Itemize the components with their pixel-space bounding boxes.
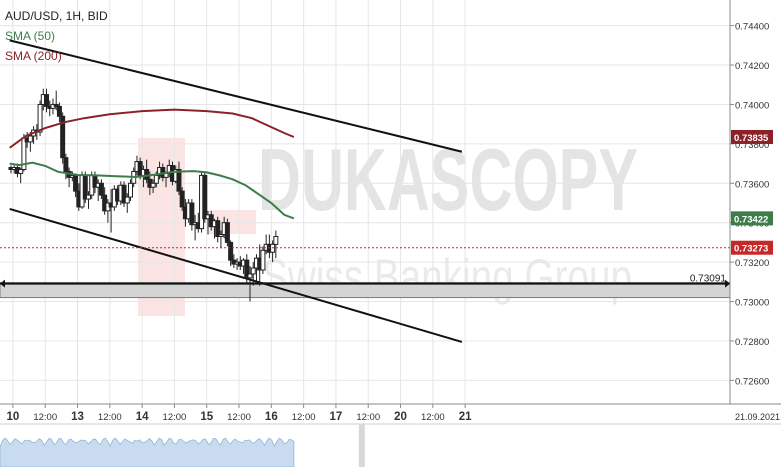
candle-bear <box>224 222 230 243</box>
candle-bear <box>73 174 79 192</box>
candle-bull <box>270 243 276 253</box>
support-band <box>0 282 731 299</box>
watermark-text: DUKASCOPY <box>258 130 638 229</box>
candle-bear <box>53 103 59 107</box>
chart-legend: AUD/USD, 1H, BID SMA (50) SMA (200) <box>5 6 108 66</box>
chart-title: AUD/USD, 1H, BID <box>5 9 108 23</box>
candle-bear <box>144 168 150 180</box>
candle-bull <box>260 249 266 271</box>
legend-sma50[interactable]: SMA (50) <box>5 29 56 43</box>
candle-bull <box>127 182 133 198</box>
candle-bear <box>63 157 69 172</box>
y-tick-label: 0.74200 <box>735 61 769 72</box>
price-value-label-bg <box>731 240 773 255</box>
x-tick-label: 17 <box>330 411 343 423</box>
candle-bull <box>250 267 256 275</box>
moving-averages <box>9 108 295 220</box>
candle-bear <box>56 105 62 117</box>
trendlines[interactable] <box>9 39 463 343</box>
candle-bull <box>37 103 43 133</box>
candle-bear <box>98 182 104 196</box>
sma200-line <box>9 108 295 149</box>
y-tick-label: 0.72800 <box>735 337 769 348</box>
candle-bear <box>137 161 143 176</box>
y-tick-label: 0.73600 <box>735 179 769 190</box>
y-tick-label: 0.73800 <box>735 140 769 151</box>
grid <box>0 0 730 404</box>
sma200-value-label: 0.73835 <box>734 133 769 144</box>
candle-bear <box>189 202 195 226</box>
candle-bear <box>228 241 234 261</box>
x-tick-label: 10 <box>7 411 20 423</box>
x-tick-label: 21 <box>459 411 472 423</box>
support-level: 0.73091 <box>0 274 731 299</box>
candle-bull <box>86 194 92 200</box>
candle-bear <box>179 190 185 208</box>
support-label: 0.73091 <box>690 274 727 285</box>
x-tick-label: 12:00 <box>33 412 57 423</box>
candle-bull <box>18 168 24 174</box>
trendline-1 <box>9 39 463 153</box>
candle-bull <box>247 273 253 279</box>
x-tick-label: 14 <box>136 411 149 423</box>
candle-bull <box>153 174 159 184</box>
x-tick-label: 12:00 <box>98 412 122 423</box>
x-tick-label: 16 <box>265 411 278 423</box>
sma50-value-label: 0.73422 <box>734 214 768 225</box>
x-tick-label: 20 <box>394 411 407 423</box>
candle-bull <box>150 182 156 188</box>
candle-bear <box>202 174 208 220</box>
watermark-logo-bar <box>138 210 256 234</box>
candle-bull <box>218 234 224 237</box>
candle-bear <box>244 259 250 279</box>
x-tick-label: 12:00 <box>421 412 445 423</box>
price-value-label: 0.73273 <box>734 244 768 255</box>
x-tick-label: 12:00 <box>227 412 251 423</box>
trendline-2 <box>9 207 463 343</box>
y-tick-label: 0.74000 <box>735 100 769 111</box>
candle-bear <box>44 94 50 107</box>
y-tick-label: 0.74400 <box>735 22 769 33</box>
volume-strip <box>0 423 781 468</box>
x-tick-label: 13 <box>71 411 84 423</box>
candles <box>8 88 279 302</box>
y-tick-label: 0.72600 <box>735 376 769 387</box>
axes: 0.74400 0.74200 0.74000 0.73800 0.73600 0.734… <box>0 0 781 423</box>
x-tick-label: 12:00 <box>163 412 187 423</box>
x-tick-label: 15 <box>200 411 213 423</box>
y-tick-label: 0.73000 <box>735 298 769 309</box>
candle-bear <box>215 220 221 237</box>
sma50-line <box>9 161 295 220</box>
x-end-date-label: 21.09.2021 <box>735 412 780 422</box>
y-tick-label: 0.73200 <box>735 258 769 269</box>
candle-bear <box>176 168 182 192</box>
candle-bear <box>121 184 127 204</box>
candle-bull <box>27 135 33 143</box>
support-arrow-right <box>725 279 730 288</box>
candle-bull <box>273 235 279 245</box>
support-arrow-left <box>0 279 5 288</box>
x-tick-label: 12:00 <box>292 412 316 423</box>
volume-area <box>0 437 295 468</box>
sma50-value-label-bg <box>731 211 773 226</box>
candle-bear <box>60 115 66 159</box>
candle-bull <box>124 196 130 204</box>
x-tick-label: 12:00 <box>356 412 380 423</box>
sma200-value-label-bg <box>731 129 773 144</box>
legend-sma200[interactable]: SMA (200) <box>5 49 62 63</box>
